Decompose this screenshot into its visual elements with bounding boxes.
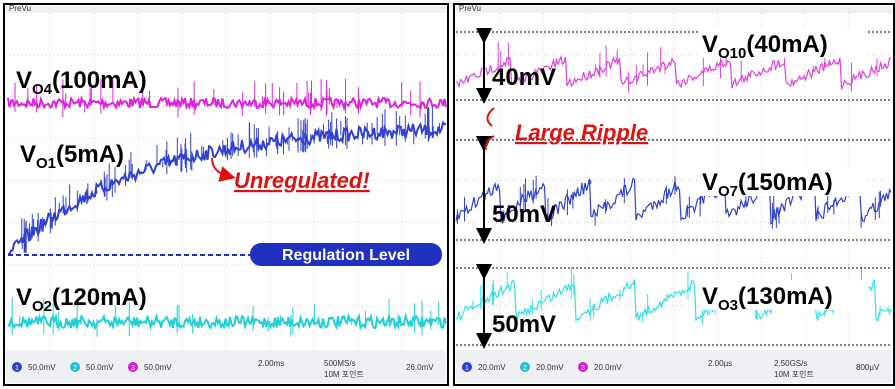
label-sub: O2 (32, 298, 52, 315)
scale-label: 20.0mV (478, 363, 506, 372)
label-rest: (130mA) (738, 283, 833, 310)
label-sub: O7 (718, 183, 738, 200)
label-sub: O3 (718, 297, 738, 314)
label-rest: (5mA) (56, 141, 124, 168)
header: PreVu (9, 4, 31, 13)
channel-number: 1 (15, 365, 19, 372)
annotation: Large Ripple (515, 120, 648, 145)
span-label: 40mV (492, 64, 556, 91)
label-rest: (100mA) (52, 67, 147, 94)
span-label: 50mV (492, 201, 556, 228)
channel-number: 3 (581, 365, 585, 372)
top-bar (456, 6, 892, 13)
scale-label: 50.0mV (28, 363, 56, 372)
channel-number: 2 (73, 365, 77, 372)
label-sub: O10 (718, 45, 746, 62)
label-rest: (150mA) (738, 169, 833, 196)
top-bar (6, 6, 446, 13)
sample-rate: 2.50GS/s (774, 359, 807, 368)
sample-rate: 500MS/s (324, 359, 356, 368)
label-main: V (702, 169, 718, 196)
label-sub: O4 (32, 81, 53, 98)
label-main: V (702, 31, 718, 58)
label-rest: (120mA) (52, 284, 147, 311)
annotation: Unregulated! (234, 168, 370, 193)
channel-number: 1 (465, 365, 469, 372)
label-main: V (20, 141, 36, 168)
scale-label: 50.0mV (86, 363, 114, 372)
figure: PreVuPreVuVO4(100mA)VO1(5mA)VO2(120mA)VO… (0, 0, 895, 389)
timebase: 2.00ms (258, 359, 284, 368)
label-main: V (16, 67, 32, 94)
label-rest: (40mA) (746, 31, 827, 58)
channel-number: 3 (131, 365, 135, 372)
span-label: 50mV (492, 311, 556, 338)
channel-number: 2 (523, 365, 527, 372)
scale-label: 20.0mV (594, 363, 622, 372)
header: PreVu (459, 4, 481, 13)
trigger-level: 26.0mV (406, 363, 434, 372)
trigger-level: 800µV (856, 363, 880, 372)
record-length: 10M 포인트 (774, 369, 814, 379)
record-length: 10M 포인트 (324, 369, 364, 379)
label-main: V (16, 284, 32, 311)
scale-label: 50.0mV (144, 363, 172, 372)
label-sub: O1 (36, 155, 56, 172)
scale-label: 20.0mV (536, 363, 564, 372)
trace-label: VO1(5mA) (20, 141, 124, 172)
label-main: V (702, 283, 718, 310)
regulation-label: Regulation Level (282, 247, 410, 264)
timebase: 2.00µs (708, 359, 732, 368)
